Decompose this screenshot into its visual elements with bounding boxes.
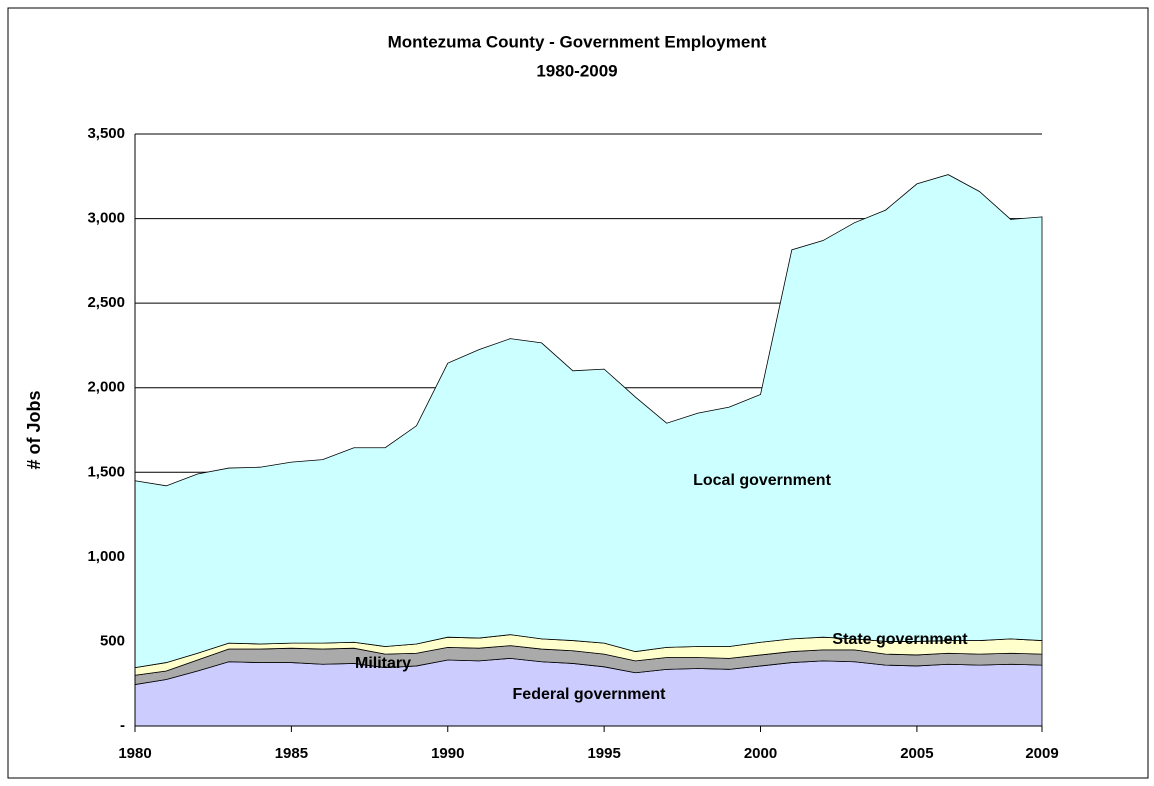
series-label: Local government <box>693 472 831 489</box>
y-tick-label: 1,000 <box>87 548 125 565</box>
y-tick-label: 2,000 <box>87 379 125 396</box>
x-tick-label: 1990 <box>431 745 464 762</box>
chart-subtitle: 1980-2009 <box>536 61 617 80</box>
x-tick-label: 1985 <box>275 745 308 762</box>
y-tick-label: 3,500 <box>87 125 125 142</box>
y-axis-label: # of Jobs <box>24 390 44 469</box>
series-label: Federal government <box>513 686 667 703</box>
x-tick-label: 2009 <box>1025 745 1058 762</box>
area <box>134 174 1043 669</box>
x-tick-label: 1980 <box>118 745 151 762</box>
series-label: State government <box>832 631 968 648</box>
y-tick-label: 3,000 <box>87 210 125 227</box>
y-tick-label: 2,500 <box>87 294 125 311</box>
series-label: Military <box>355 655 411 672</box>
y-tick-label: 500 <box>100 632 125 649</box>
x-tick-label: 1995 <box>587 745 620 762</box>
x-tick-label: 2005 <box>900 745 933 762</box>
x-tick-label: 2000 <box>744 745 777 762</box>
y-tick-label: 1,500 <box>87 463 125 480</box>
y-tick-label: - <box>120 717 125 734</box>
chart-title: Montezuma County - Government Employment <box>388 32 767 51</box>
